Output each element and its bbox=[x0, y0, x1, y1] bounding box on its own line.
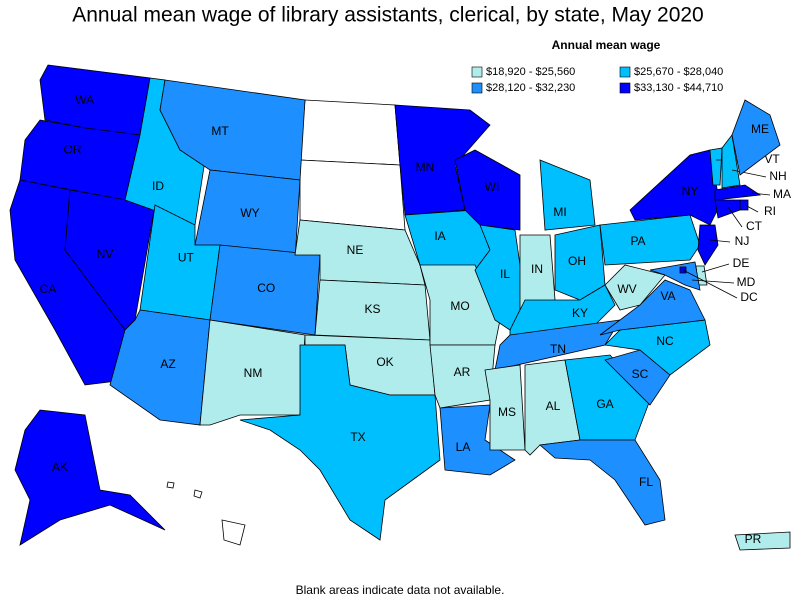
state-label: MN bbox=[416, 160, 435, 174]
state-label: DE bbox=[733, 256, 750, 270]
legend-swatch bbox=[619, 66, 631, 78]
state-label: MT bbox=[211, 124, 229, 138]
state-label: NC bbox=[656, 334, 674, 348]
state-label: TX bbox=[350, 430, 365, 444]
legend-swatch bbox=[619, 82, 631, 94]
state-label: MD bbox=[737, 275, 756, 289]
states: WA OR CA NV ID MT WY UT AZ CO NM NE KS OK TX MN IA MO AR LA… bbox=[9, 64, 791, 551]
state-label: VT bbox=[764, 152, 780, 166]
state bbox=[604, 264, 666, 311]
state-label: LA bbox=[456, 440, 471, 454]
state-label: KY bbox=[572, 306, 588, 320]
state bbox=[721, 134, 741, 189]
state-no-data bbox=[166, 481, 175, 489]
state-label: NH bbox=[769, 169, 786, 183]
state-no-data bbox=[221, 519, 246, 546]
legend-swatch bbox=[471, 66, 483, 78]
state-label: AL bbox=[546, 399, 561, 413]
state-label: FL bbox=[639, 475, 653, 489]
leader-line bbox=[701, 263, 730, 273]
state-label: OK bbox=[376, 355, 393, 369]
state-label: MS bbox=[498, 405, 516, 419]
map-title: Annual mean wage of library assistants, … bbox=[72, 4, 703, 27]
state-label: NY bbox=[682, 184, 699, 198]
state bbox=[539, 159, 596, 231]
state-label: DC bbox=[740, 290, 758, 304]
legend-label: $33,130 - $44,710 bbox=[634, 82, 723, 94]
state-label: MO bbox=[450, 299, 469, 313]
state bbox=[494, 319, 621, 371]
state-label: NJ bbox=[735, 234, 750, 248]
leader-line bbox=[744, 204, 759, 213]
state bbox=[429, 344, 496, 409]
state-label: CO bbox=[257, 281, 275, 295]
state bbox=[714, 184, 762, 201]
state-label: OR bbox=[64, 143, 82, 157]
legend: $18,920 - $25,560 $25,670 - $28,040 $28,12… bbox=[471, 66, 723, 94]
leader-line bbox=[731, 169, 767, 178]
state bbox=[239, 344, 441, 541]
legend-swatch bbox=[471, 82, 483, 94]
state-label: TN bbox=[550, 342, 566, 356]
state bbox=[649, 261, 701, 291]
state bbox=[394, 104, 491, 216]
state-label: PA bbox=[630, 234, 645, 248]
state-label: MI bbox=[553, 205, 566, 219]
state-label: WA bbox=[75, 93, 94, 107]
leader-line bbox=[709, 239, 731, 243]
state bbox=[697, 224, 719, 266]
state-no-data bbox=[299, 159, 406, 231]
state-label: NE bbox=[347, 243, 364, 257]
leader-line bbox=[691, 279, 735, 284]
state bbox=[454, 149, 521, 231]
state-label: AR bbox=[454, 365, 471, 379]
leader-line bbox=[682, 269, 738, 299]
leader-line bbox=[751, 192, 771, 196]
leader-line bbox=[727, 206, 743, 228]
legend-label: $18,920 - $25,560 bbox=[486, 66, 575, 78]
legend-title: Annual mean wage bbox=[552, 38, 661, 52]
state-label: IL bbox=[500, 267, 510, 281]
state bbox=[731, 99, 781, 176]
state bbox=[599, 214, 701, 266]
state-label: AK bbox=[52, 460, 68, 474]
state-label: ID bbox=[152, 179, 164, 193]
state-label: UT bbox=[178, 251, 195, 265]
state-label: PR bbox=[745, 532, 762, 546]
state-label: NV bbox=[97, 247, 114, 261]
state-label: OH bbox=[568, 254, 586, 268]
state-label: WY bbox=[240, 206, 259, 220]
state-label: NM bbox=[244, 366, 263, 380]
state bbox=[474, 224, 526, 331]
state-label: VA bbox=[660, 289, 675, 303]
state bbox=[714, 199, 741, 219]
legend-label: $28,120 - $32,230 bbox=[486, 82, 575, 94]
state-label: WV bbox=[617, 282, 636, 296]
state bbox=[739, 199, 749, 211]
state-label: ME bbox=[751, 122, 769, 136]
footnote: Blank areas indicate data not available. bbox=[296, 583, 505, 597]
state-label: WI bbox=[485, 180, 500, 194]
state-no-data bbox=[193, 489, 203, 499]
state-label: CT bbox=[746, 219, 763, 233]
state bbox=[629, 149, 721, 226]
state-label: SC bbox=[632, 367, 649, 381]
state bbox=[734, 531, 791, 551]
legend-label: $25,670 - $28,040 bbox=[634, 66, 723, 78]
state bbox=[709, 147, 723, 186]
state-label: GA bbox=[596, 397, 613, 411]
state-label: MA bbox=[773, 187, 791, 201]
state bbox=[14, 409, 166, 546]
state-no-data bbox=[299, 99, 401, 166]
state bbox=[484, 364, 526, 451]
state-label: KS bbox=[364, 302, 380, 316]
state-label: IN bbox=[531, 262, 543, 276]
state-label: CA bbox=[40, 282, 57, 296]
state bbox=[539, 439, 666, 526]
state-label: IA bbox=[434, 229, 445, 243]
state-label: RI bbox=[764, 204, 776, 218]
state-label: AZ bbox=[160, 357, 175, 371]
